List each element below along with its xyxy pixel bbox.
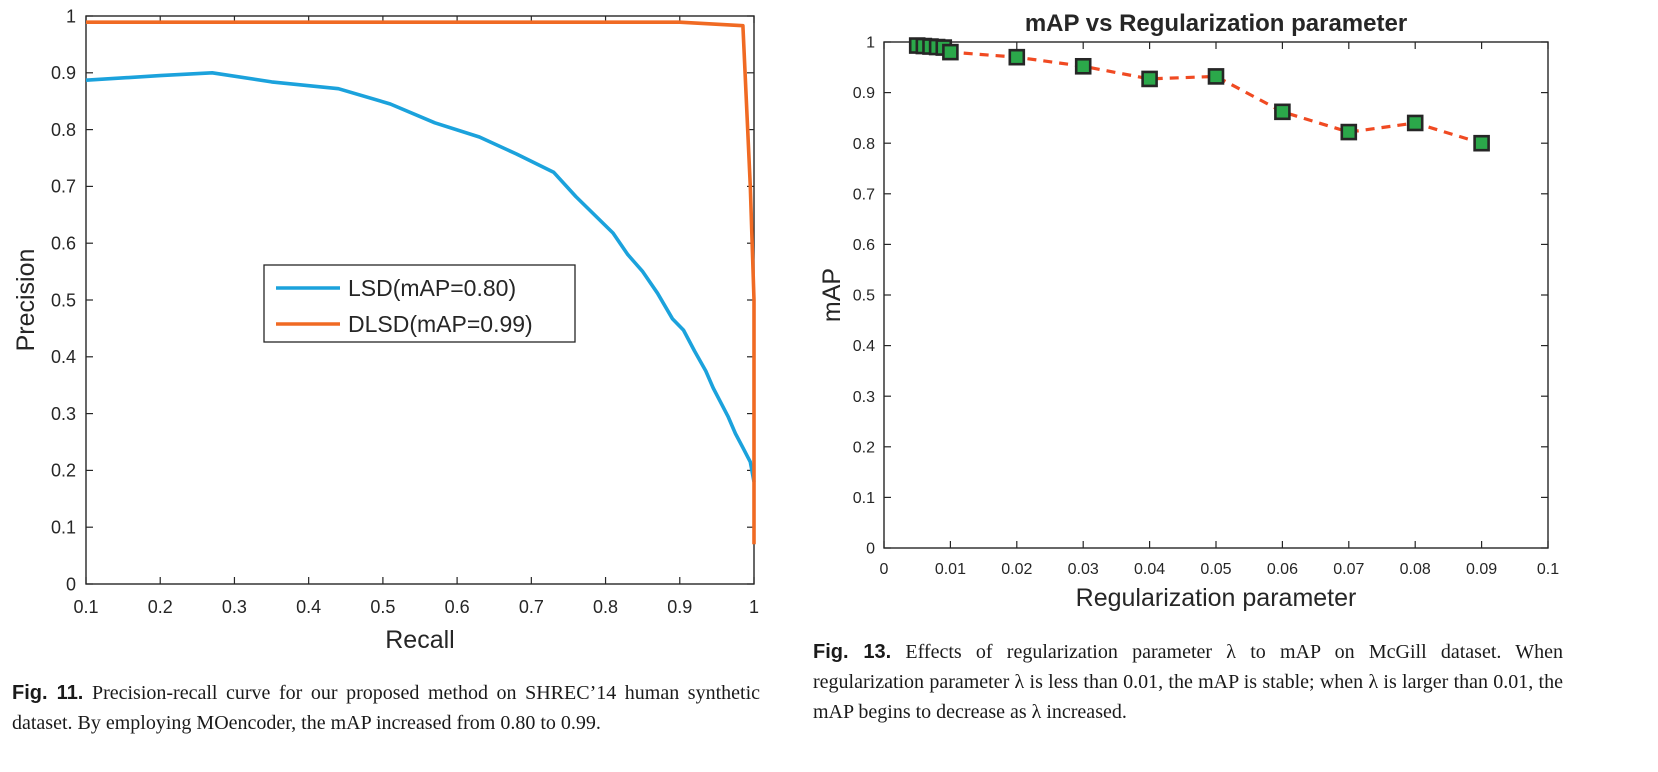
data-point-marker [1340,123,1358,141]
x-tick-label: 0.04 [1134,561,1165,578]
y-tick-label: 0.8 [853,136,875,153]
data-point-marker [1274,103,1291,121]
series-line [917,43,1483,145]
fig13-caption-text: Effects of regularization parameter λ to… [813,641,1564,723]
y-axis-label: Precision [12,249,40,352]
x-tick-label: 0.07 [1333,561,1364,578]
legend: LSD(mAP=0.80) DLSD(mAP=0.99) [263,264,576,343]
x-tick-label: 0.5 [370,597,395,617]
y-tick-label: 0.3 [51,404,76,424]
y-axis-label: mAP [818,268,846,322]
x-axis-label: Regularization parameter [1076,584,1357,612]
y-tick-label: 0 [866,541,875,558]
x-tick-label: 0.7 [519,597,544,617]
y-tick-label: 0.1 [51,518,76,538]
data-point-marker [1141,70,1158,88]
x-tick-label: 0.1 [73,597,98,617]
y-tick-label: 0.9 [51,63,76,83]
fig11-caption-label: Fig. 11. [12,682,84,704]
fig13-caption-label: Fig. 13. [813,641,892,663]
x-tick-label: 0.09 [1466,561,1497,578]
data-point-marker [1074,57,1092,75]
y-tick-label: 1 [866,35,875,52]
y-tick-label: 0.2 [51,461,76,481]
x-tick-label: 1 [749,597,759,617]
x-tick-label: 0.01 [935,561,966,578]
legend-label: DLSD(mAP=0.99) [348,311,533,337]
data-point-marker [1008,48,1026,66]
plot-frame [883,41,1549,549]
y-tick-label: 0.6 [51,234,76,254]
y-tick-label: 0.9 [853,85,875,102]
y-tick-label: 0.5 [853,288,875,305]
x-tick-label: 0.05 [1200,561,1231,578]
fig11-caption: Fig. 11. Precision-recall curve for our … [12,678,760,738]
data-point-marker [942,43,959,61]
x-tick-label: 0.9 [667,597,692,617]
chart-title: mAP vs Regularization parameter [1025,10,1407,37]
x-tick-label: 0.03 [1068,561,1099,578]
x-axis-label: Recall [385,626,454,654]
data-point-marker [1406,114,1424,132]
x-tick-label: 0.1 [1537,561,1559,578]
y-tick-label: 0.3 [853,389,875,406]
series-line-lsd [85,71,756,483]
x-tick-label: 0.08 [1400,561,1431,578]
y-tick-label: 0.4 [51,347,76,367]
y-tick-label: 0.4 [853,338,875,355]
fig11-caption-text: Precision-recall curve for our proposed … [12,682,761,734]
legend-box [263,264,576,343]
data-point-marker [1473,134,1490,152]
x-tick-label: 0.2 [148,597,173,617]
x-tick-label: 0.8 [593,597,618,617]
x-tick-label: 0.4 [296,597,321,617]
y-tick-label: 0.7 [51,177,76,197]
y-tick-label: 0.2 [853,439,875,456]
y-tick-label: 0.1 [853,490,875,507]
series-line-dlsd [86,20,756,545]
precision-recall-chart: 0.1 0.2 0.3 0.4 0.5 0.6 0.7 0.8 0.9 1 0 0.1 0.2 0.3 0.… [12,6,759,654]
x-tick-label: 0.06 [1267,561,1298,578]
y-tick-label: 0.8 [51,120,76,140]
map-vs-regularization-chart: 0 0.01 0.02 0.03 0.04 0.05 0.06 0.07 0.08 0.09 0.1… [818,10,1559,612]
x-tick-label: 0.02 [1001,561,1032,578]
fig13-caption: Fig. 13. Effects of regularization param… [813,637,1563,727]
y-tick-label: 0.5 [51,290,76,310]
y-tick-label: 0 [66,574,76,594]
legend-label: LSD(mAP=0.80) [348,275,516,301]
y-tick-label: 0.6 [853,237,875,254]
y-tick-label: 1 [66,6,76,26]
x-tick-label: 0.6 [445,597,470,617]
y-tick-label: 0.7 [853,186,875,203]
x-tick-label: 0 [880,561,889,578]
data-point-marker [1207,68,1225,85]
x-tick-label: 0.3 [222,597,247,617]
